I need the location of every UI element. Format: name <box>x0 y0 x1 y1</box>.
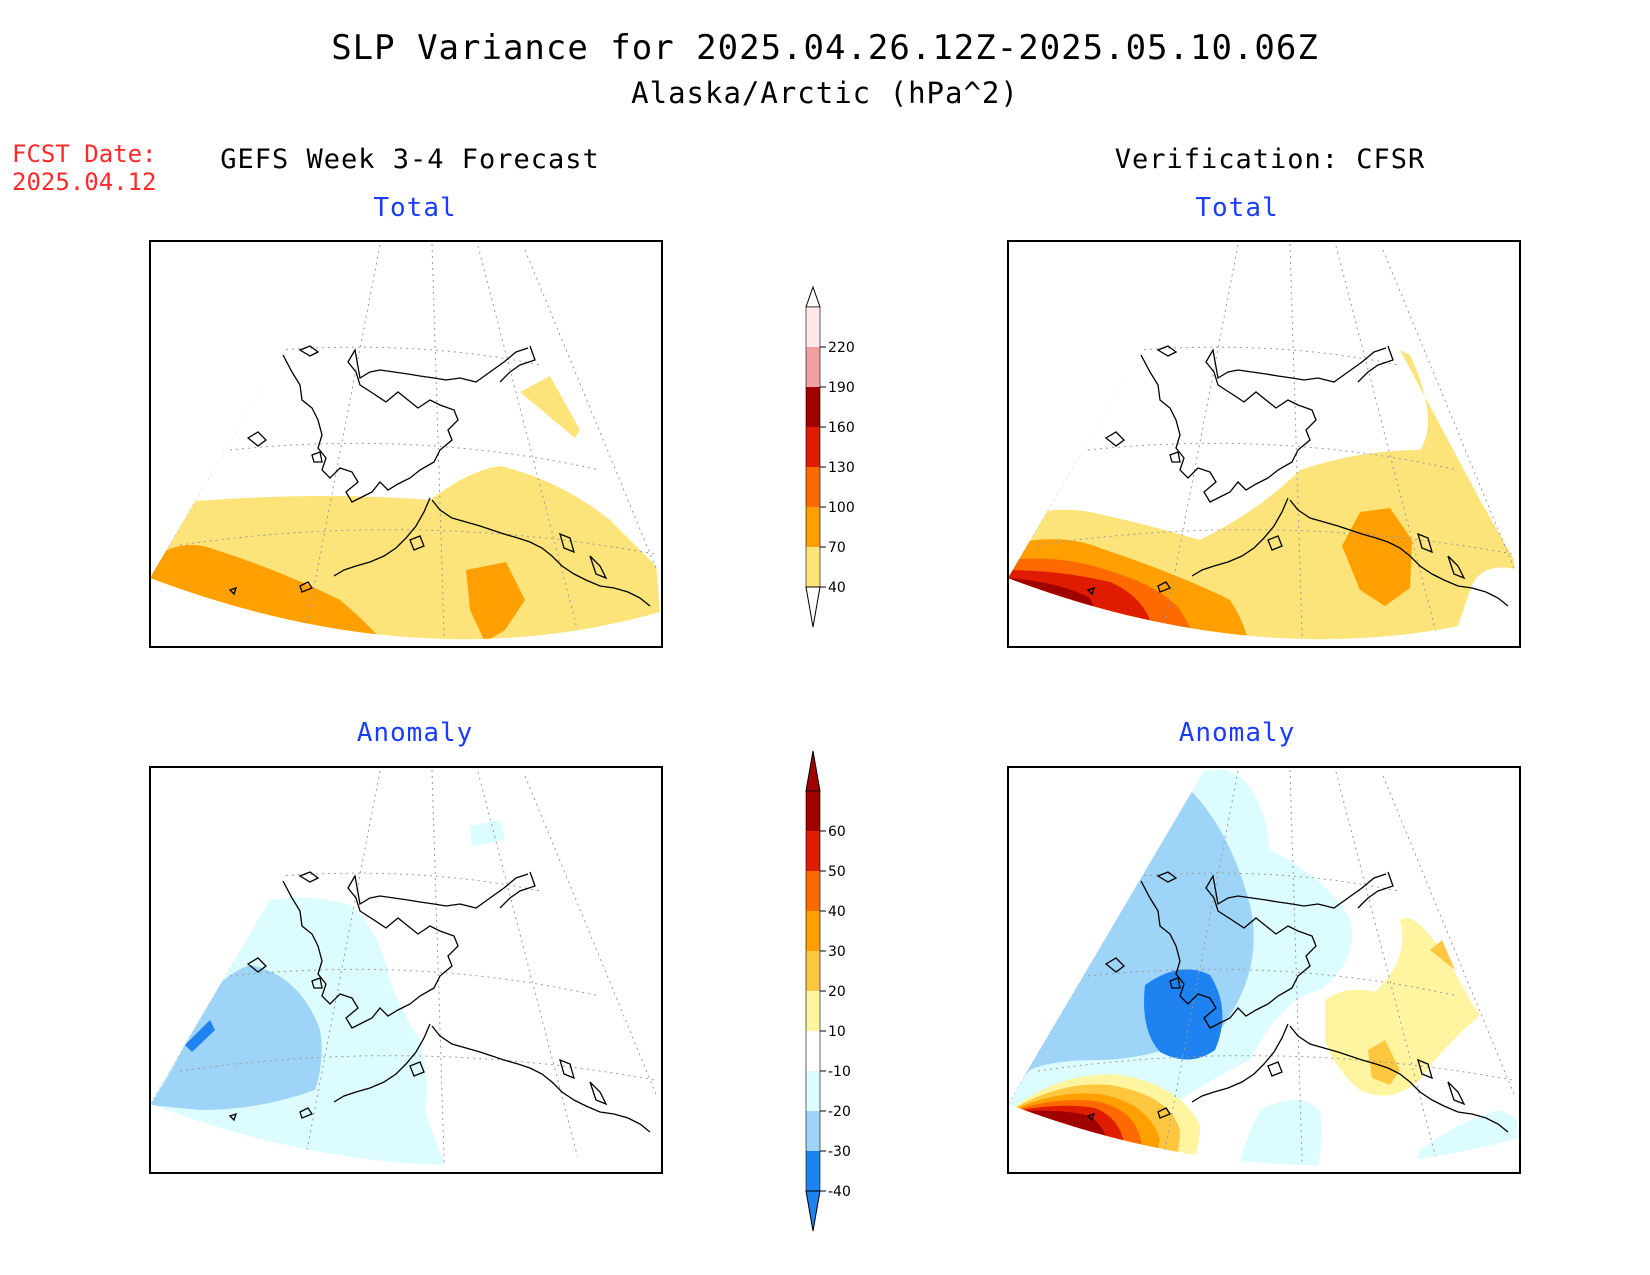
colorbar-total-segment <box>806 427 820 467</box>
colorbar-anomaly-tick-label: 30 <box>828 944 846 960</box>
colorbar-anomaly-tick-label: -10 <box>828 1064 851 1080</box>
colorbar-total-segment <box>806 547 820 587</box>
map-panel-cfsr-anomaly <box>1007 766 1521 1174</box>
colorbar-total-segment <box>806 347 820 387</box>
colorbar-total-tick-label: 130 <box>828 460 855 476</box>
contour-40-70 <box>150 466 660 640</box>
colorbar-total-bottom-tip <box>805 586 821 628</box>
fcst-date-label: FCST Date: <box>12 140 157 168</box>
colorbar-anomaly-tick-label: 20 <box>828 984 846 1000</box>
colorbar-anomaly-tick-label: 60 <box>828 824 846 840</box>
colorbar-anomaly-tick-label: 10 <box>828 1024 846 1040</box>
colorbar-anomaly-segment <box>806 951 820 991</box>
colorbar-anomaly: 60 50 40 30 20 10 -10 -20 -30 -40 <box>805 750 851 1232</box>
colorbar-anomaly-segment <box>806 831 820 871</box>
colorbar-total-tick-label: 40 <box>828 580 846 596</box>
colorbar-total-segment <box>806 467 820 507</box>
colorbar-anomaly-segment <box>806 1071 820 1111</box>
map-panel-gefs-total <box>149 240 663 648</box>
colorbar-anomaly-tick-label: -30 <box>828 1144 851 1160</box>
colorbar-anomaly-top-tip <box>805 750 821 792</box>
right-column-title: Verification: CFSR <box>1114 144 1426 175</box>
colorbar-total: 220 190 160 130 100 70 40 <box>805 285 855 628</box>
colorbar-anomaly-segment <box>806 991 820 1031</box>
panel-label-top-right: Total <box>1195 193 1279 223</box>
colorbar-total-tick-label: 70 <box>828 540 846 556</box>
colorbar-total-tick-label: 160 <box>828 420 855 436</box>
colorbar-anomaly-segment <box>806 1111 820 1151</box>
figure-title: SLP Variance for 2025.04.26.12Z-2025.05.… <box>331 28 1319 68</box>
contour-40-70-b <box>520 376 580 438</box>
contour-70-100-b <box>466 562 525 640</box>
fcst-date-value: 2025.04.12 <box>12 168 157 196</box>
colorbar-total-top-tip <box>805 285 821 308</box>
colorbar-total-tick-label: 220 <box>828 340 855 356</box>
colorbar-anomaly-segment <box>806 1031 820 1071</box>
colorbar-total-segment <box>806 507 820 547</box>
panel-label-bottom-left: Anomaly <box>356 718 474 748</box>
map-panel-cfsr-total <box>1007 240 1521 648</box>
colorbar-anomaly-segment <box>806 871 820 911</box>
colorbar-anomaly-segment <box>806 791 820 831</box>
colorbar-anomaly-tick-label: -40 <box>828 1184 851 1200</box>
colorbar-anomaly-tick-label: 40 <box>828 904 846 920</box>
colorbar-total-tick-label: 100 <box>828 500 855 516</box>
panel-label-bottom-right: Anomaly <box>1178 718 1296 748</box>
colorbar-total-segment <box>806 307 820 347</box>
colorbar-anomaly-tick-label: 50 <box>828 864 846 880</box>
colorbar-anomaly-bottom-tip <box>805 1190 821 1232</box>
colorbar-anomaly-segment <box>806 1151 820 1191</box>
figure-subtitle: Alaska/Arctic (hPa^2) <box>631 76 1019 110</box>
colorbar-total-tick-label: 190 <box>828 380 855 396</box>
left-column-title: GEFS Week 3-4 Forecast <box>220 144 600 175</box>
map-panel-gefs-anomaly <box>149 766 663 1174</box>
colorbar-anomaly-tick-label: -20 <box>828 1104 851 1120</box>
colorbar-total-segment <box>806 387 820 427</box>
panel-label-top-left: Total <box>373 193 457 223</box>
colorbar-anomaly-segment <box>806 911 820 951</box>
